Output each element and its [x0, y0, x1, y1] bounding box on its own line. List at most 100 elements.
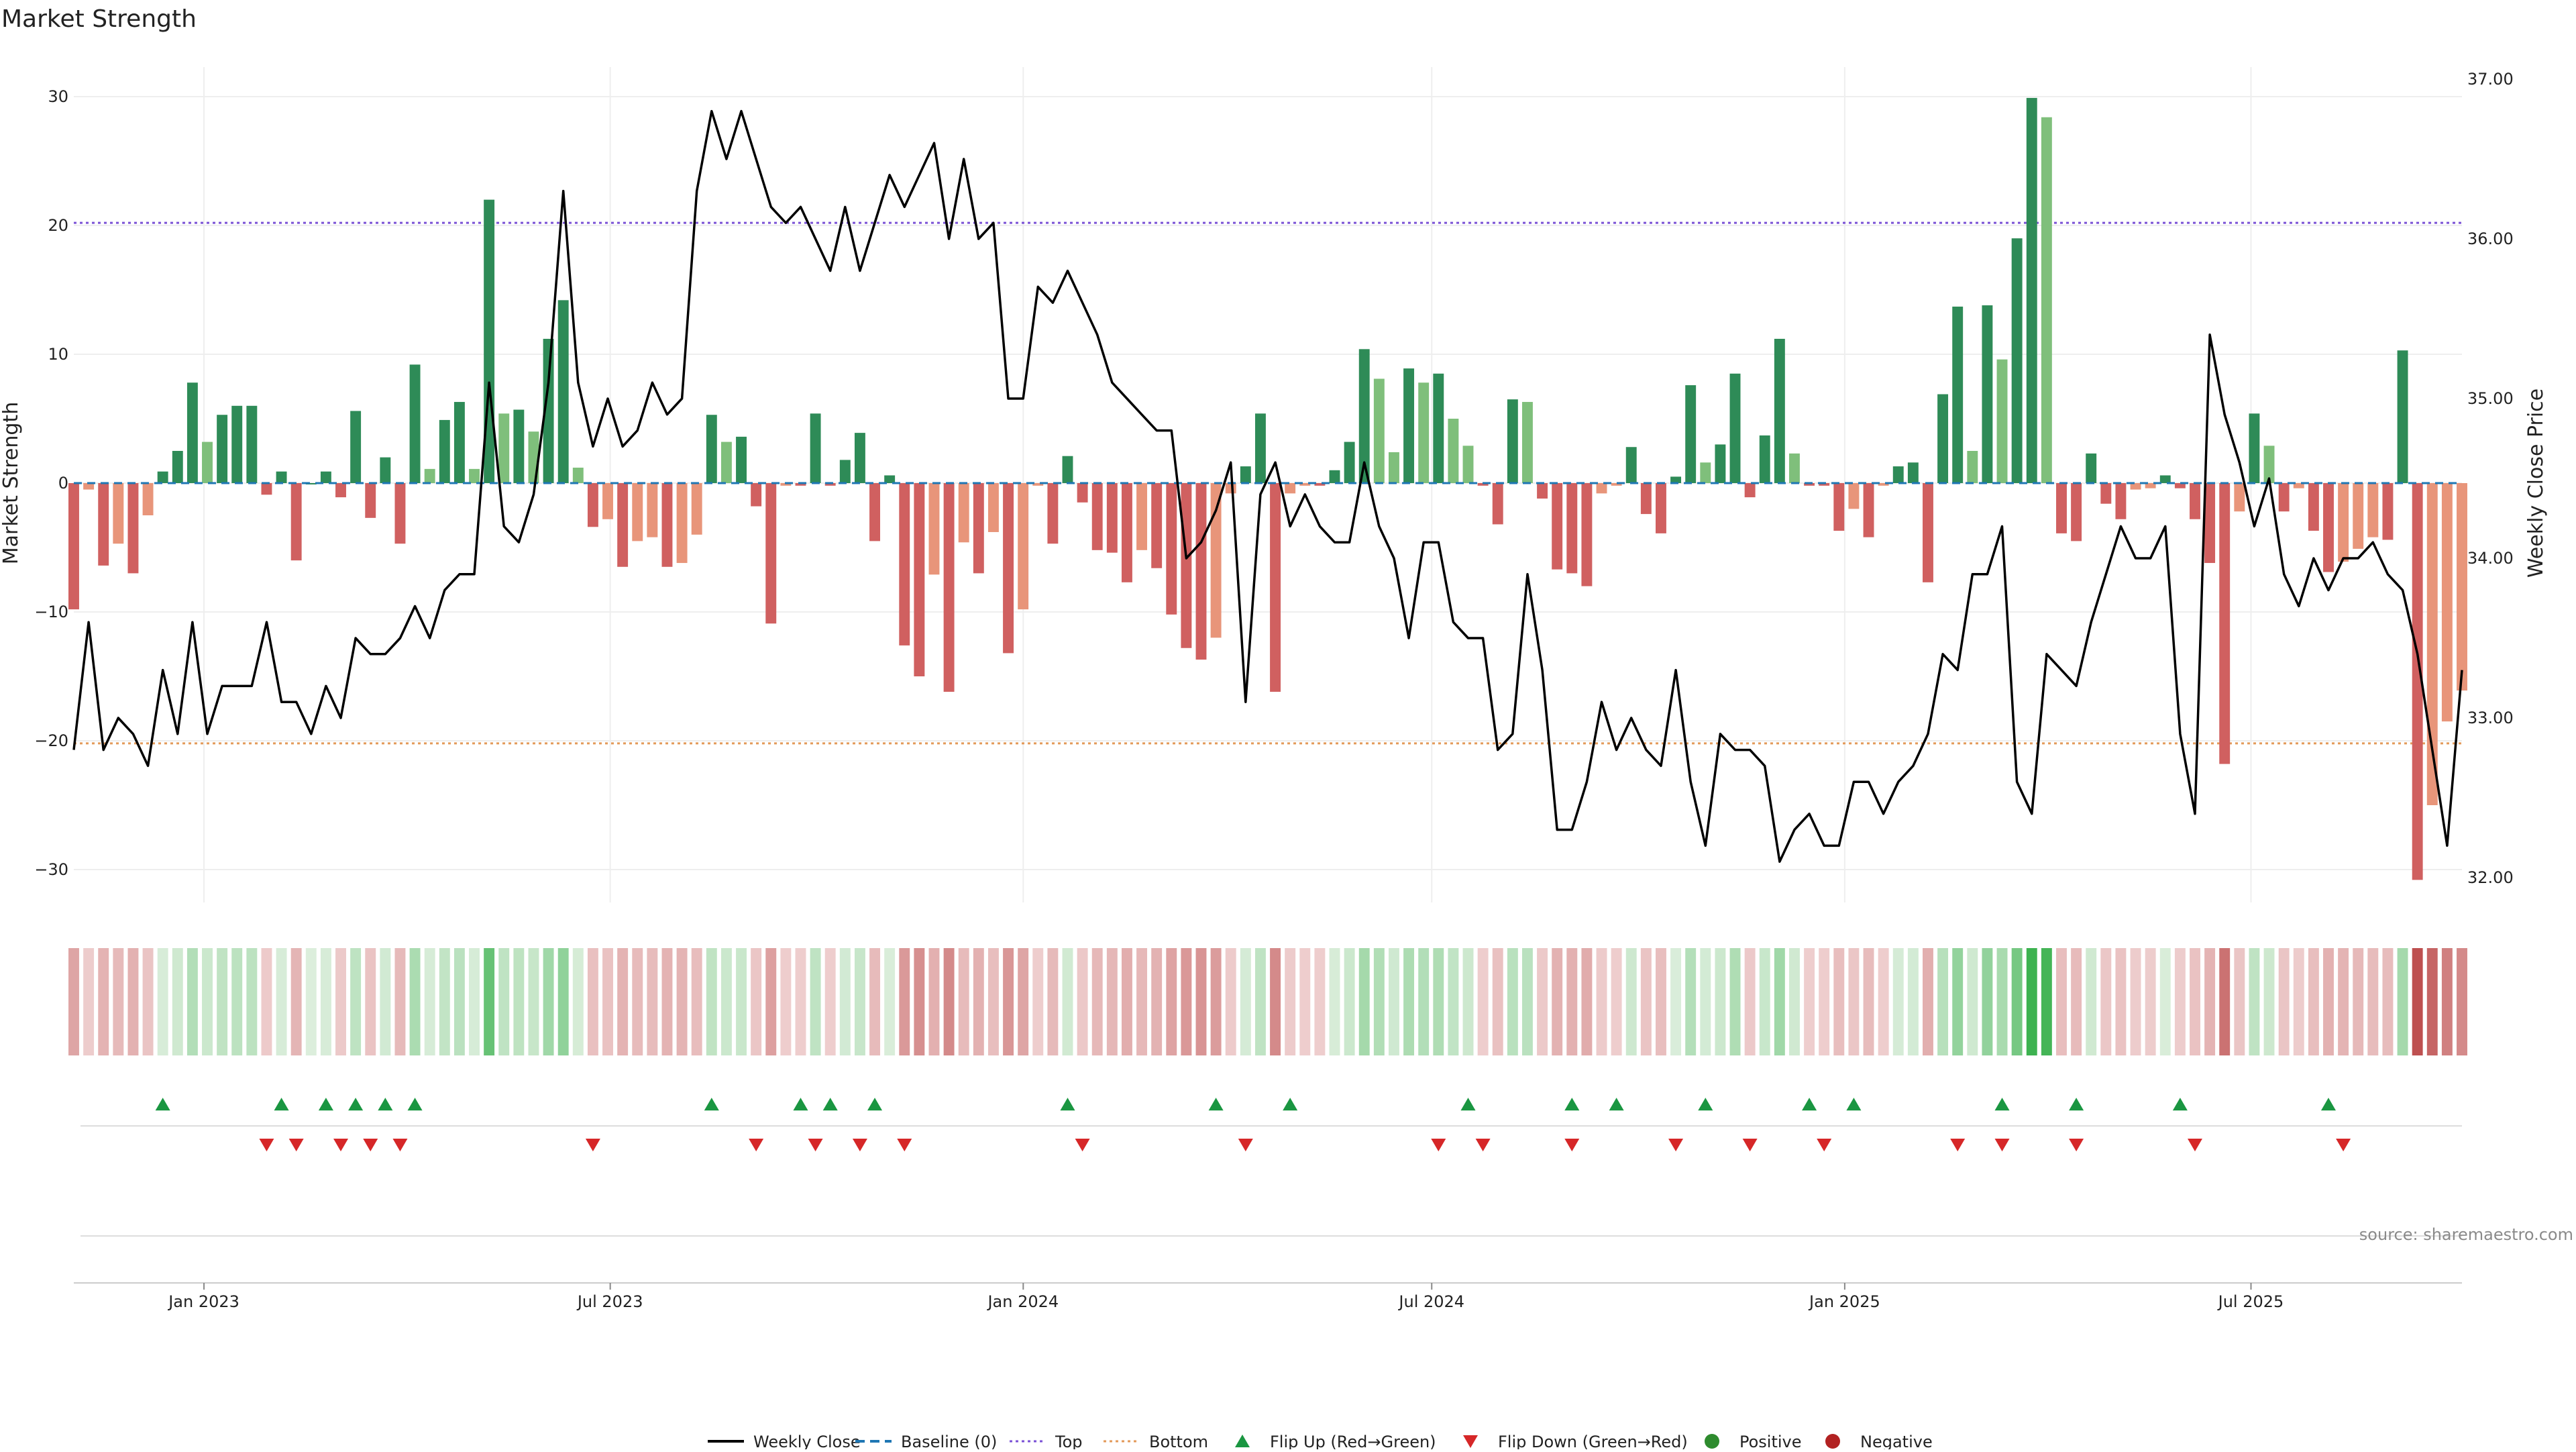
legend: Weekly Close Baseline (0) Top Bottom Flip Up… — [708, 1433, 1933, 1451]
right-tick-label: 35.00 — [2467, 389, 2514, 408]
strength-bar — [439, 419, 450, 483]
heat-cell — [1789, 948, 1800, 1055]
heat-cell — [839, 948, 851, 1055]
strength-bar — [1640, 483, 1652, 515]
left-axis-label: Market Strength — [0, 402, 23, 564]
strength-bar — [1907, 462, 1919, 483]
heat-cell — [1848, 948, 1860, 1055]
heat-cell — [2426, 948, 2438, 1055]
heat-cell — [513, 948, 525, 1055]
heat-cell — [2071, 948, 2082, 1055]
strength-bar — [1240, 466, 1251, 483]
chart-title: Market Strength — [1, 5, 197, 33]
heat-cell — [824, 948, 836, 1055]
strength-bar — [1151, 483, 1163, 568]
heat-cell — [1388, 948, 1399, 1055]
left-tick-label: 20 — [48, 216, 68, 235]
strength-bar — [1552, 483, 1563, 570]
heat-cell — [1625, 948, 1637, 1055]
heat-cell — [2115, 948, 2127, 1055]
heat-cell — [1418, 948, 1430, 1055]
strength-bar — [1566, 483, 1578, 574]
heat-cell — [498, 948, 510, 1055]
strength-bar — [973, 483, 984, 574]
flip-up-marker — [1994, 1098, 2010, 1110]
flip-up-marker — [2320, 1098, 2336, 1110]
heat-cell — [83, 948, 95, 1055]
heat-cell — [543, 948, 554, 1055]
heat-cell — [765, 948, 777, 1055]
heat-cell — [2159, 948, 2171, 1055]
heat-cell — [1833, 948, 1845, 1055]
left-tick-label: 30 — [48, 87, 68, 106]
left-tick-label: −30 — [34, 860, 68, 879]
flip-up-marker — [1460, 1098, 1476, 1110]
heat-cell — [676, 948, 688, 1055]
heat-cell — [1700, 948, 1711, 1055]
strength-bar — [1166, 483, 1177, 615]
strength-bar — [1477, 483, 1489, 486]
heat-cell — [320, 948, 331, 1055]
heat-cell — [854, 948, 865, 1055]
strength-bar — [1833, 483, 1845, 531]
heat-cell — [602, 948, 613, 1055]
strength-bar — [1819, 483, 1830, 486]
strength-bar — [127, 483, 139, 574]
heat-cell — [780, 948, 792, 1055]
heat-cell — [1477, 948, 1489, 1055]
legend-label: Weekly Close — [753, 1433, 861, 1449]
flip-up-marker — [867, 1098, 883, 1110]
strength-bar — [780, 483, 792, 486]
strength-bar — [1418, 382, 1430, 483]
strength-heat-strip — [68, 948, 2467, 1055]
heat-cell — [1611, 948, 1622, 1055]
heat-cell — [1581, 948, 1593, 1055]
strength-bar — [706, 415, 717, 483]
heat-cell — [557, 948, 569, 1055]
heat-cell — [217, 948, 228, 1055]
legend-swatch — [1705, 1434, 1719, 1449]
strength-bar — [1581, 483, 1593, 586]
strength-bar — [884, 475, 896, 483]
strength-bar — [513, 409, 525, 483]
heat-cell — [587, 948, 598, 1055]
heat-cell — [1462, 948, 1474, 1055]
left-tick-label: −10 — [34, 603, 68, 621]
heat-cell — [1521, 948, 1533, 1055]
strength-bar — [661, 483, 673, 567]
heat-cell — [172, 948, 183, 1055]
strength-bar — [2130, 483, 2141, 490]
strength-bar — [1625, 447, 1637, 483]
legend-label: Negative — [1860, 1433, 1933, 1449]
strength-bar — [1003, 483, 1014, 654]
legend-label: Bottom — [1149, 1433, 1208, 1449]
strength-bar — [810, 413, 821, 483]
strength-bar — [202, 442, 213, 483]
strength-bar — [409, 364, 421, 483]
strength-bar — [1878, 483, 1889, 486]
strength-bar — [1670, 476, 1682, 483]
strength-bar — [2441, 483, 2453, 722]
strength-bar — [2249, 413, 2260, 483]
heat-cell — [127, 948, 139, 1055]
strength-bar — [1448, 419, 1459, 483]
strength-bar — [854, 433, 865, 483]
weekly-close-line — [72, 109, 2463, 863]
heat-cell — [1106, 948, 1118, 1055]
strength-bar — [987, 483, 999, 532]
strength-bar — [350, 411, 362, 483]
heat-cell — [928, 948, 940, 1055]
heat-cell — [1091, 948, 1103, 1055]
legend-label: Positive — [1739, 1433, 1802, 1449]
heat-cell — [1996, 948, 2008, 1055]
strength-bar — [2338, 483, 2349, 562]
flip-up-marker — [348, 1098, 364, 1110]
strength-bar — [1982, 305, 1993, 483]
heat-cell — [869, 948, 880, 1055]
strength-bar — [157, 471, 168, 483]
strength-bar — [587, 483, 598, 527]
strength-bar — [276, 471, 287, 483]
strength-bar — [839, 460, 851, 483]
date-axis: Jan 2023 Jul 2023 Jan 2024 Jul 2024 Jan 2025… — [74, 1282, 2462, 1311]
